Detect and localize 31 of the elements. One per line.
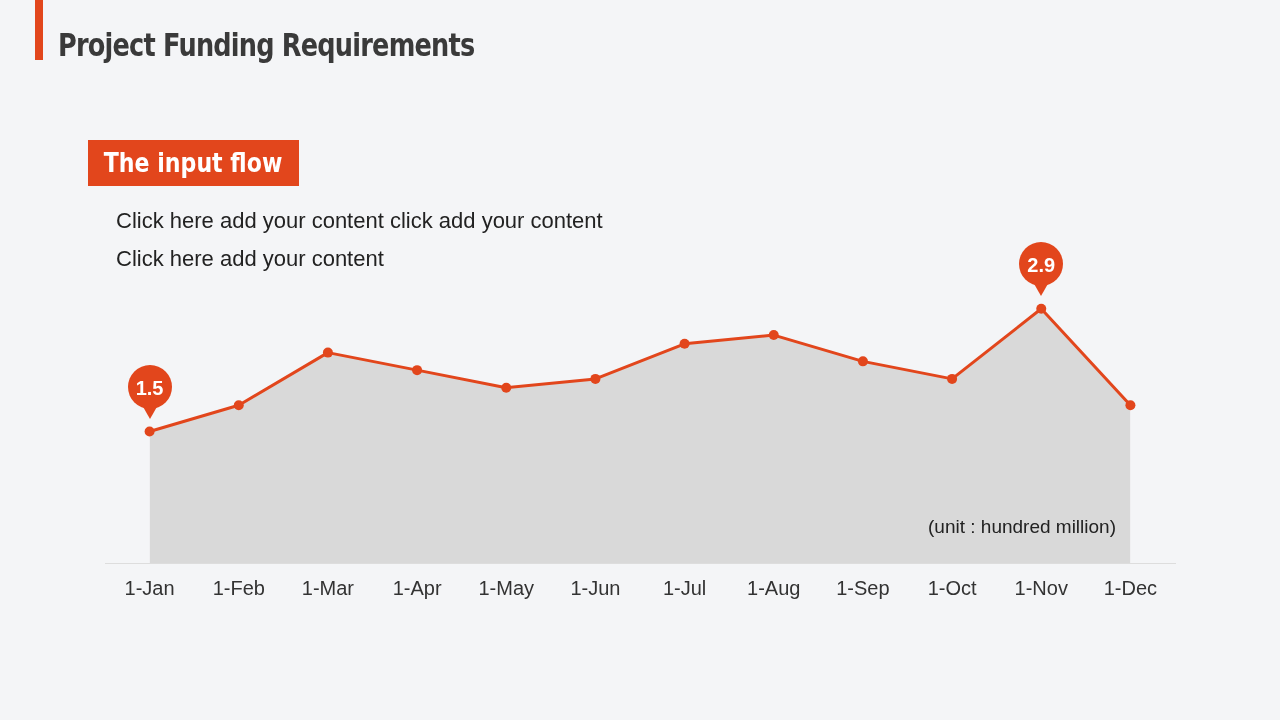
chart-title: Project Funding Requirements xyxy=(58,26,475,64)
point xyxy=(857,356,868,367)
point xyxy=(947,373,958,384)
x-tick-label: 1-Apr xyxy=(392,576,442,599)
point xyxy=(144,426,155,437)
point xyxy=(1125,400,1136,411)
point xyxy=(590,373,601,384)
point xyxy=(412,365,423,376)
text: Click here add your content xyxy=(116,246,384,272)
x-tick-label: 1-Oct xyxy=(927,576,977,599)
x-tick-label: 1-Nov xyxy=(1014,576,1068,599)
point xyxy=(768,330,779,341)
data-label: 1.5 xyxy=(135,376,164,399)
text: Click here add your content click add your content xyxy=(116,208,603,234)
data-label: 2.9 xyxy=(1027,253,1056,277)
x-tick-label: 1-Feb xyxy=(212,576,265,599)
x-tick-label: 1-Aug xyxy=(747,576,801,599)
x-tick-label: 1-May xyxy=(478,576,535,599)
point xyxy=(679,338,690,349)
chart-subtitle: The input flow xyxy=(104,147,283,180)
x-tick-label: 1-Jun xyxy=(570,576,621,599)
x-tick-label: 1-Jul xyxy=(662,576,707,599)
annotation: (unit : hundred million) xyxy=(928,516,1116,538)
x-tick-label: 1-Dec xyxy=(1103,576,1158,599)
point xyxy=(1036,303,1047,314)
point xyxy=(501,382,512,393)
x-tick-label: 1-Jan xyxy=(124,576,175,599)
point xyxy=(322,347,333,358)
x-tick-label: 1-Mar xyxy=(301,576,355,599)
point xyxy=(233,400,244,411)
x-tick-label: 1-Sep xyxy=(836,576,890,599)
